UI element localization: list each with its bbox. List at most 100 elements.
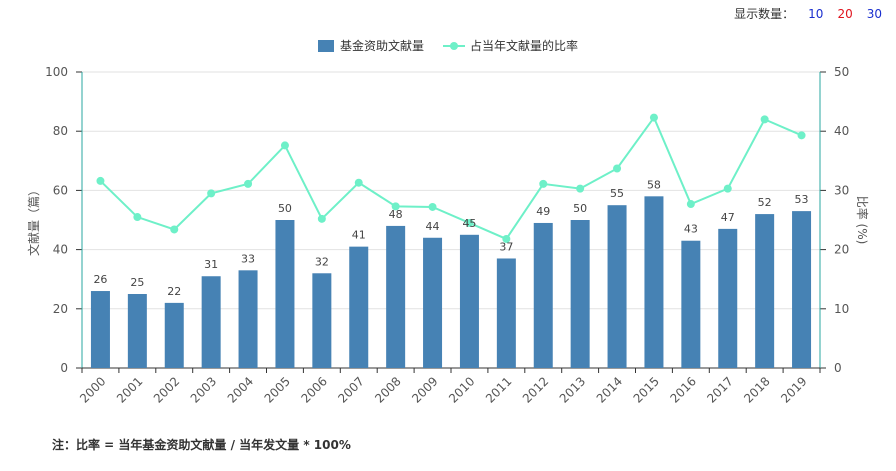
bar-2011[interactable]	[496, 258, 516, 368]
bar-2010[interactable]	[459, 234, 479, 368]
y-left-tick-label: 40	[53, 243, 68, 257]
bar-value-label: 33	[241, 252, 255, 265]
ratio-point-2007[interactable]	[354, 178, 363, 187]
bar-value-label: 44	[426, 220, 440, 233]
y-right-tick-label: 20	[834, 243, 849, 257]
ratio-point-2019[interactable]	[797, 131, 806, 140]
x-tick-label: 2016	[667, 374, 698, 405]
bar-2004[interactable]	[238, 270, 258, 368]
bar-2002[interactable]	[164, 302, 184, 368]
bar-2005[interactable]	[275, 220, 295, 368]
x-tick-label: 2017	[704, 374, 735, 405]
display-count-controls: 显示数量： 10 20 30	[734, 5, 882, 22]
display-count-option-10[interactable]: 10	[808, 6, 824, 21]
ratio-point-2015[interactable]	[649, 113, 658, 122]
bar-value-label: 58	[647, 178, 661, 191]
x-tick-label: 2014	[594, 374, 625, 405]
display-count-option-20[interactable]: 20	[837, 6, 853, 21]
x-tick-label: 2002	[151, 374, 182, 405]
ratio-point-2012[interactable]	[539, 179, 548, 188]
y-left-tick-label: 20	[53, 302, 68, 316]
x-tick-label: 2015	[631, 374, 662, 405]
ratio-point-2016[interactable]	[686, 200, 695, 209]
bar-value-label: 52	[758, 196, 772, 209]
bar-2018[interactable]	[755, 214, 775, 368]
ratio-point-2014[interactable]	[613, 164, 622, 173]
y-right-tick-label: 30	[834, 183, 849, 197]
bar-value-label: 50	[278, 202, 292, 215]
ratio-point-2006[interactable]	[317, 214, 326, 223]
bar-2009[interactable]	[423, 237, 443, 368]
legend-bar-swatch[interactable]	[318, 40, 334, 52]
y-right-tick-label: 10	[834, 302, 849, 316]
grid-lines	[82, 71, 820, 310]
y-right-tick-label: 40	[834, 124, 849, 138]
bar-value-label: 41	[352, 229, 366, 242]
x-tick-label: 2003	[188, 374, 219, 405]
ratio-point-2002[interactable]	[170, 225, 179, 234]
x-tick-label: 2005	[262, 374, 293, 405]
bar-value-label: 31	[204, 258, 218, 271]
y-left-tick-label: 60	[53, 183, 68, 197]
bar-value-label: 45	[462, 217, 476, 230]
ratio-point-2004[interactable]	[244, 179, 253, 188]
ratio-point-2010[interactable]	[465, 218, 474, 227]
bar-2016[interactable]	[681, 240, 701, 368]
x-tick-label: 2000	[77, 374, 108, 405]
x-tick-label: 2019	[778, 374, 809, 405]
x-tick-label: 2007	[335, 374, 366, 405]
bar-value-label: 50	[573, 202, 587, 215]
x-tick-label: 2006	[298, 374, 329, 405]
y-axis-left-title: 文献量（篇）	[26, 184, 41, 256]
x-tick-label: 2009	[409, 374, 440, 405]
bar-value-label: 26	[93, 273, 107, 286]
bar-2015[interactable]	[644, 196, 664, 368]
bar-value-label: 48	[389, 208, 403, 221]
bar-2008[interactable]	[386, 225, 406, 368]
bar-2013[interactable]	[570, 220, 590, 368]
ratio-point-2003[interactable]	[207, 189, 216, 198]
display-count-label: 显示数量：	[734, 7, 795, 21]
bar-2007[interactable]	[349, 246, 369, 368]
bar-2014[interactable]	[607, 205, 627, 368]
y-right-tick-label: 50	[834, 65, 849, 79]
bar-2012[interactable]	[533, 222, 553, 368]
chart-legend: 基金资助文献量 占当年文献量的比率	[318, 38, 578, 53]
x-tick-label: 2008	[372, 374, 403, 405]
bar-value-label: 22	[167, 285, 181, 298]
ratio-line	[99, 115, 802, 241]
bar-series	[90, 196, 812, 368]
y-right-tick-label: 0	[834, 361, 842, 375]
bar-2006[interactable]	[312, 273, 332, 368]
legend-bar-label[interactable]: 基金资助文献量	[340, 38, 424, 53]
bar-2000[interactable]	[90, 291, 110, 368]
ratio-point-2000[interactable]	[96, 176, 105, 185]
ratio-point-2018[interactable]	[760, 115, 769, 124]
x-tick-label: 2013	[557, 374, 588, 405]
bar-2017[interactable]	[718, 228, 738, 368]
bar-value-label: 43	[684, 223, 698, 236]
ratio-point-2009[interactable]	[428, 202, 437, 211]
ratio-point-2011[interactable]	[502, 234, 511, 243]
bar-value-label: 47	[721, 211, 735, 224]
x-tick-label: 2010	[446, 374, 477, 405]
bar-value-label: 53	[795, 193, 809, 206]
x-tick-label: 2018	[741, 374, 772, 405]
bar-value-label: 32	[315, 255, 329, 268]
bar-2001[interactable]	[127, 294, 147, 368]
ratio-point-2005[interactable]	[280, 141, 289, 150]
x-tick-label: 2004	[225, 374, 256, 405]
display-count-option-30[interactable]: 30	[866, 6, 882, 21]
ratio-point-2017[interactable]	[723, 184, 732, 193]
legend-line-label[interactable]: 占当年文献量的比率	[470, 38, 578, 53]
y-left-tick-label: 100	[45, 65, 68, 79]
ratio-point-2013[interactable]	[576, 184, 585, 193]
bar-value-label: 25	[130, 276, 144, 289]
bar-2003[interactable]	[201, 276, 221, 368]
bar-2019[interactable]	[792, 211, 812, 368]
x-tick-label: 2001	[114, 374, 145, 405]
ratio-point-2008[interactable]	[391, 202, 400, 211]
y-left-tick-label: 80	[53, 124, 68, 138]
y-axis-right-title: 比率 (%)	[855, 196, 870, 245]
ratio-point-2001[interactable]	[133, 213, 142, 222]
